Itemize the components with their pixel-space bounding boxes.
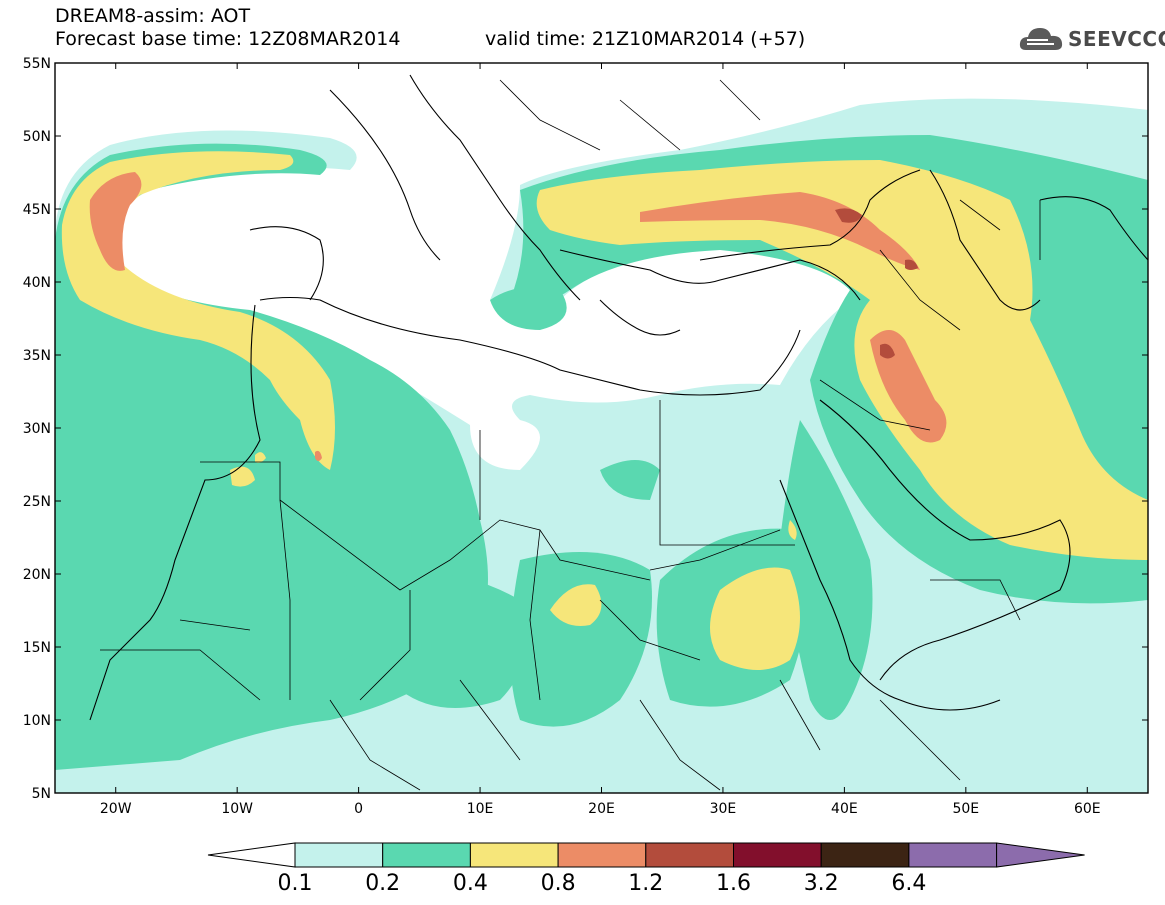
lat-tick-label: 30N [23,421,51,437]
lon-tick-label: 30E [710,801,737,817]
lat-tick-label: 55N [23,56,51,72]
forecast-base-time: Forecast base time: 12Z08MAR2014 [55,28,401,50]
lat-tick-label: 25N [23,494,51,510]
colorbar-low-arrow [207,842,296,868]
lat-tick-label: 40N [23,275,51,291]
lat-tick-label: 50N [23,129,51,145]
cloud-icon [1019,28,1063,50]
colorbar [207,842,1085,868]
lat-tick-label: 5N [32,786,51,802]
colorbar-segment [382,842,471,868]
colorbar-segment [557,842,647,868]
lon-tick-label: 60E [1074,801,1101,817]
coastlines [89,74,1148,721]
colorbar-label: 0.1 [277,871,313,896]
colorbar-label: 0.4 [452,871,488,896]
colorbar-segment [908,842,998,868]
valid-time: valid time: 21Z10MAR2014 (+57) [485,28,806,50]
seevccc-logo: SEEVCCC [1018,22,1165,56]
aot-field [55,63,1148,793]
lon-tick-label: 0 [354,801,363,817]
map-title: DREAM8-assim: AOT [55,5,251,27]
colorbar-label: 6.4 [891,871,927,896]
lon-tick-label: 20W [100,801,132,817]
colorbar-label: 3.2 [803,871,839,896]
colorbar-label: 0.2 [365,871,401,896]
lat-tick-label: 35N [23,348,51,364]
lon-tick-label: 40E [831,801,858,817]
colorbar-segment [294,842,384,868]
colorbar-high-arrow [996,842,1085,868]
lat-tick-label: 15N [23,640,51,656]
logo-text: SEEVCCC [1068,27,1165,51]
lat-tick-label: 10N [23,713,51,729]
lon-tick-label: 20E [588,801,615,817]
aot-level-0.4 [61,151,1148,670]
aot-level-1.2 [835,208,918,359]
colorbar-label: 1.6 [716,871,751,896]
axis-ticks: 55N 50N 45N 40N 35N 30N 25N 20N 15N 10N 5N 20W 10W 0 1… [23,56,1148,817]
lat-tick-label: 45N [23,202,51,218]
colorbar-segment [820,842,910,868]
colorbar-segment [733,842,822,868]
country-borders [100,79,1041,791]
colorbar-label: 1.2 [628,871,664,896]
lon-tick-label: 50E [952,801,979,817]
lon-tick-label: 10W [221,801,253,817]
lat-tick-label: 20N [23,567,51,583]
lon-tick-label: 10E [467,801,494,817]
colorbar-segment [469,842,559,868]
colorbar-segment [645,842,734,868]
colorbar-label: 0.8 [540,871,576,896]
